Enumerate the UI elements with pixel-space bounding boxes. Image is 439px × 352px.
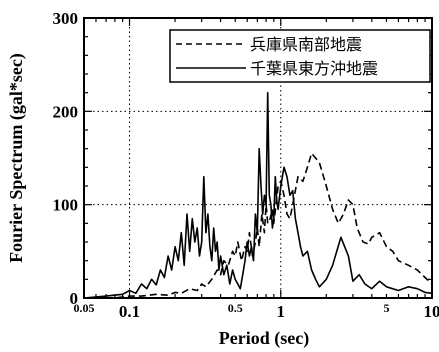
y-axis-label: Fourier Spectrum (gal*sec) — [6, 53, 27, 263]
legend-label-hyogo: 兵庫県南部地震 — [250, 35, 362, 54]
y-tick-label: 300 — [53, 9, 79, 28]
y-tick-label: 200 — [53, 102, 79, 121]
plot-frame — [83, 17, 433, 299]
legend-label-chiba: 千葉県東方沖地震 — [250, 59, 378, 78]
x-tick-label: 1 — [277, 302, 286, 321]
x-tick-label: 5 — [383, 301, 389, 315]
y-tick-label: 0 — [70, 289, 79, 308]
x-tick-label: 0.1 — [119, 302, 140, 321]
plot-area — [83, 17, 433, 299]
x-tick-label: 10 — [424, 302, 439, 321]
tick-marks — [83, 17, 433, 299]
grid — [84, 18, 432, 298]
x-tick-labels: 0.05 0.1 0.5 1 5 10 — [74, 301, 439, 321]
x-tick-label: 0.05 — [74, 301, 95, 315]
series-lines — [83, 91, 433, 299]
y-tick-label: 100 — [53, 196, 79, 215]
y-tick-labels: 0 100 200 300 — [53, 9, 79, 308]
series-line-chiba — [83, 91, 433, 299]
legend: 兵庫県南部地震 千葉県東方沖地震 — [169, 29, 431, 83]
legend-box — [169, 29, 431, 83]
x-tick-label: 0.5 — [228, 301, 243, 315]
x-axis-label: Period (sec) — [219, 328, 309, 349]
series-line-hyogo — [84, 152, 433, 299]
